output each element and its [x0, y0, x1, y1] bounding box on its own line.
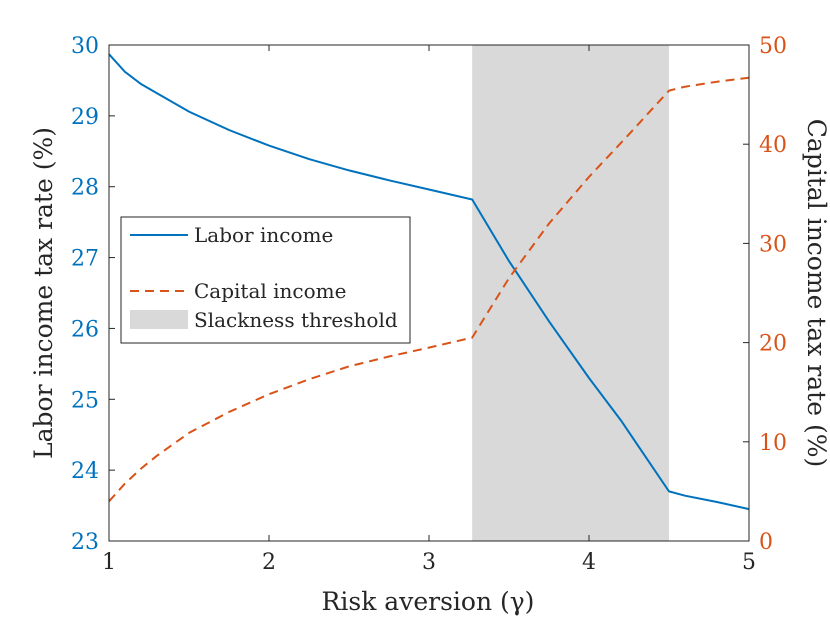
right-y-tick-label: 40	[759, 133, 787, 158]
left-y-tick-label: 27	[71, 247, 99, 272]
legend-label-labor-income: Labor income	[194, 223, 333, 247]
right-y-tick-label: 50	[759, 34, 787, 59]
right-y-tick-label: 0	[759, 530, 773, 555]
x-tick-label: 2	[262, 550, 276, 575]
legend: Labor income Capital income Slackness th…	[120, 216, 411, 344]
x-axis-ticks: 1 2 3 4 5	[102, 45, 756, 575]
left-y-axis-label: Labor income tax rate (%)	[29, 127, 58, 459]
x-tick-label: 3	[422, 550, 436, 575]
x-tick-label: 4	[582, 550, 596, 575]
labor-income-line	[108, 53, 750, 511]
right-y-tick-label: 20	[759, 332, 787, 357]
left-y-tick-label: 30	[71, 34, 99, 59]
capital-income-line	[108, 76, 750, 502]
right-y-axis-ticks: 0 10 20 30 40 50	[743, 34, 787, 555]
x-tick-label: 1	[102, 550, 116, 575]
left-y-tick-label: 29	[71, 105, 99, 130]
left-y-tick-label: 24	[71, 459, 99, 484]
x-tick-label: 5	[742, 550, 756, 575]
left-y-tick-label: 28	[71, 176, 99, 201]
right-y-tick-label: 30	[759, 232, 787, 257]
legend-swatch-slackness-threshold	[130, 310, 188, 329]
legend-label-capital-income: Capital income	[194, 279, 346, 303]
slackness-threshold-region	[472, 45, 669, 541]
legend-label-slackness-threshold: Slackness threshold	[194, 308, 398, 332]
x-axis-label: Risk aversion (γ)	[322, 587, 535, 616]
right-y-tick-label: 10	[759, 431, 787, 456]
plot-area	[108, 44, 750, 542]
left-y-tick-label: 23	[71, 530, 99, 555]
left-y-tick-label: 26	[71, 317, 99, 342]
left-y-tick-label: 25	[71, 388, 99, 413]
left-y-axis-ticks: 23 24 25 26 27 28 29 30	[71, 34, 115, 555]
right-y-axis-label: Capital income tax rate (%)	[802, 119, 830, 467]
